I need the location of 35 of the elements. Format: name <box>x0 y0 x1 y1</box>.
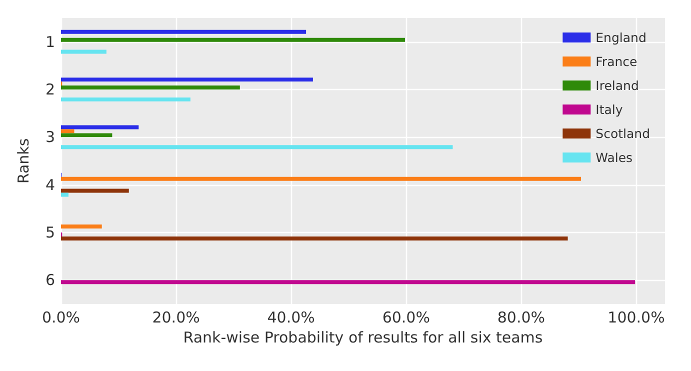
bar <box>61 78 313 82</box>
x-axis-title: Rank-wise Probability of results for all six teams <box>183 328 543 346</box>
x-tick-label: 40.0% <box>267 308 315 326</box>
bar <box>61 86 240 90</box>
bar <box>61 188 129 193</box>
bar <box>61 30 306 34</box>
x-tick-label: 60.0% <box>382 308 430 326</box>
bar <box>61 50 106 54</box>
legend-label: Ireland <box>596 78 639 93</box>
bar <box>61 236 568 240</box>
y-tick-label: 5 <box>45 224 55 242</box>
bar <box>61 129 74 134</box>
bar <box>61 38 405 42</box>
x-tick-label: 0.0% <box>42 308 80 326</box>
bar <box>61 133 112 138</box>
x-tick-label: 80.0% <box>497 308 546 326</box>
legend-label: Italy <box>596 102 624 117</box>
bar <box>61 145 453 150</box>
bar <box>61 192 68 197</box>
bar <box>61 224 102 229</box>
bar <box>61 97 190 102</box>
y-axis-title: Ranks <box>14 138 32 184</box>
y-tick-label: 6 <box>45 271 55 290</box>
bar <box>61 280 636 284</box>
bar <box>61 176 582 181</box>
y-tick-label: 4 <box>45 176 55 194</box>
legend-label: Scotland <box>596 126 650 141</box>
y-tick-label: 1 <box>45 32 55 51</box>
legend-label: Wales <box>596 150 633 165</box>
legend-label: France <box>596 54 638 69</box>
x-tick-label: 100.0% <box>608 308 665 326</box>
y-tick-label: 2 <box>45 80 55 98</box>
legend-label: England <box>596 30 646 45</box>
y-tick-label: 3 <box>45 128 55 146</box>
x-tick-label: 20.0% <box>152 308 200 326</box>
